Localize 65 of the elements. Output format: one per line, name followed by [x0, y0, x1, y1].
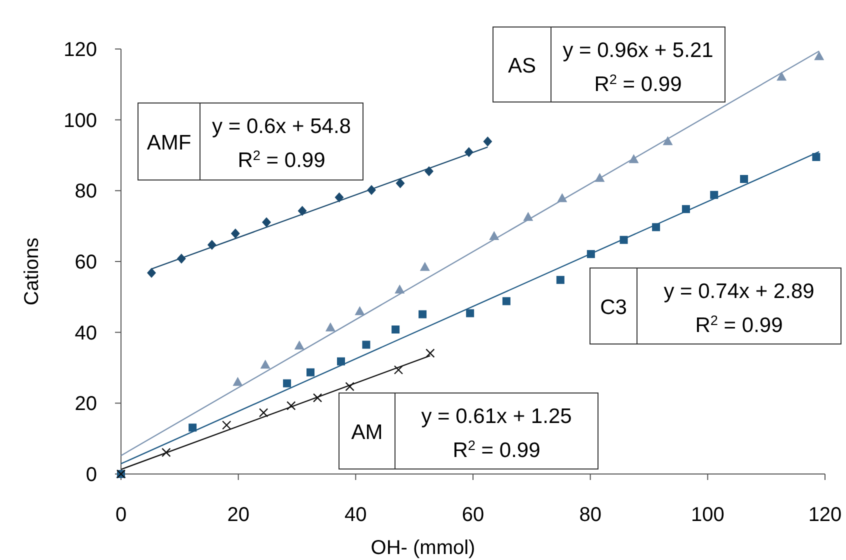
annotation: C3 [600, 296, 627, 319]
point [325, 322, 336, 332]
point [466, 309, 474, 318]
point [162, 448, 171, 457]
x-axis-title: OH- (mmol) [370, 537, 476, 559]
x-tick-label: 40 [344, 504, 367, 526]
point [418, 310, 427, 318]
y-axis-title: Cations [21, 238, 43, 306]
y-tick-label: 60 [74, 252, 97, 274]
point [260, 360, 270, 369]
annotation: y = 0.6x + 54.8 [212, 115, 351, 138]
x-tick-label: 100 [690, 504, 724, 526]
annotation: AM [351, 421, 383, 444]
annotation: R$^{2}$ = 0.99 [695, 312, 783, 337]
annotation: y = 0.96x + 5.21 [562, 39, 714, 62]
y-tick-label: 100 [64, 110, 97, 132]
annotation: R$^{2}$ = 0.99 [452, 438, 540, 462]
point [394, 284, 405, 294]
point [306, 368, 314, 376]
point [812, 153, 820, 162]
point [298, 206, 307, 216]
y-tick-label: 80 [74, 180, 97, 203]
point [814, 51, 824, 60]
point [334, 192, 344, 202]
x-tick-label: 0 [115, 504, 127, 526]
point [262, 217, 271, 228]
x-tick-label: 60 [462, 504, 484, 526]
point [283, 379, 292, 388]
point [188, 424, 197, 432]
x-tick-label: 20 [227, 504, 250, 526]
point [426, 348, 435, 358]
point [337, 357, 345, 366]
y-tick-label: 40 [74, 322, 97, 344]
point [294, 340, 304, 350]
point [345, 382, 354, 392]
point [710, 190, 718, 199]
annotation: R$^{2}$ = 0.99 [238, 148, 326, 172]
point [312, 393, 322, 402]
point [230, 228, 240, 239]
point [147, 268, 156, 278]
point [420, 262, 430, 271]
point [258, 408, 268, 418]
point [502, 297, 510, 306]
y-tick-label: 0 [86, 464, 97, 486]
annotation: y = 0.61x + 1.25 [421, 405, 572, 428]
point [392, 326, 400, 334]
point [556, 276, 564, 284]
x-tick-label: 80 [579, 504, 602, 526]
point [740, 174, 748, 183]
annotation: R$^{2}$ = 0.99 [594, 72, 682, 96]
x-tick-label: 120 [808, 504, 842, 526]
point [776, 72, 787, 81]
point [222, 420, 232, 430]
point [394, 365, 404, 374]
y-tick-label: 120 [64, 39, 97, 61]
y-tick-label: 20 [74, 393, 97, 416]
point [286, 401, 296, 410]
point [232, 376, 243, 386]
point [396, 178, 405, 188]
point [354, 306, 365, 316]
annotation: AS [508, 54, 536, 78]
annotation: y = 0.74x + 2.89 [664, 280, 814, 303]
annotation: AMF [146, 132, 192, 154]
point [362, 340, 370, 349]
point [483, 136, 492, 146]
